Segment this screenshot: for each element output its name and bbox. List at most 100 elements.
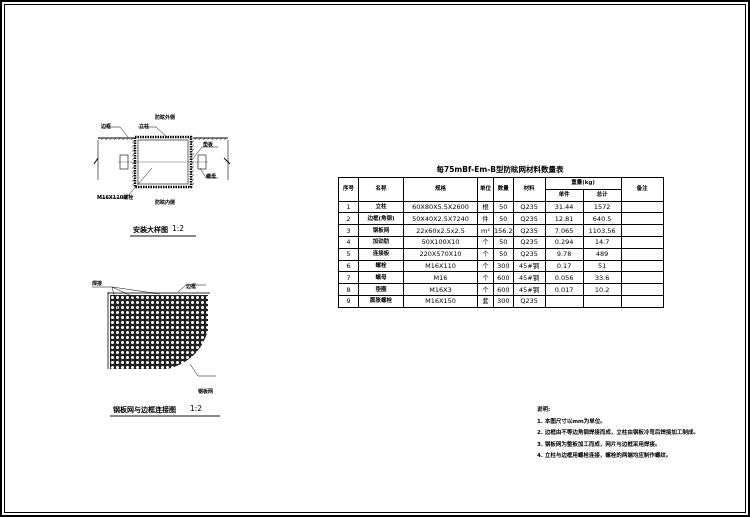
- table-row: 7 螺母 M16 个 600 45#钢 0.056 33.6: [338, 271, 664, 285]
- cell-qty: 50: [493, 212, 514, 226]
- cell-unit-weight: 31.44: [544, 200, 584, 214]
- label-post: 立柱: [139, 124, 150, 130]
- cell-unit-weight: 9.78: [544, 247, 584, 261]
- cell-unit-weight: 0.056: [544, 271, 584, 285]
- cell-material: Q235: [512, 247, 546, 261]
- cell-total: 14.7: [582, 235, 622, 249]
- note-item: 3. 钢板网为整板加工而成，网片与边框采用焊接。: [537, 441, 661, 448]
- cell-remark: [620, 212, 664, 226]
- label-frame: 边框: [101, 124, 112, 130]
- label-weld: 焊接: [92, 281, 103, 287]
- cell-no: 7: [338, 271, 359, 285]
- cell-remark: [620, 224, 664, 237]
- header-spec: 规格: [403, 177, 478, 202]
- cell-qty: 156.2: [493, 224, 514, 237]
- cell-qty: 300: [493, 294, 514, 308]
- label-plate: 垫板: [203, 142, 214, 148]
- cell-name: 钢板网: [358, 224, 404, 237]
- cell-name: 垫圈: [358, 283, 404, 296]
- header-qty: 数量: [493, 177, 514, 202]
- cell-total: 1572: [582, 200, 622, 214]
- cell-unit: m²: [477, 224, 494, 237]
- table-row: 3 钢板网 22x60x2.5x2.5 m² 156.2 Q235 7.065 1103.56: [338, 224, 664, 237]
- cell-remark: [620, 259, 664, 273]
- table-row: 9 膨胀螺栓 M16X150 套 300 Q235: [338, 294, 664, 308]
- cell-name: 螺母: [358, 271, 404, 285]
- cell-qty: 50: [493, 235, 514, 249]
- cell-remark: [620, 294, 664, 308]
- label-nut: 螺母: [206, 174, 217, 180]
- cell-unit-weight: 7.065: [544, 224, 584, 237]
- cell-unit-weight: [544, 294, 584, 308]
- notes-heading: 说明:: [537, 407, 551, 413]
- header-material: 材料: [512, 177, 546, 202]
- cell-remark: [620, 247, 664, 261]
- cell-unit-weight: 0.294: [544, 235, 584, 249]
- label-inner-side: 防眩内侧: [155, 200, 176, 206]
- cell-material: 45#钢: [512, 283, 546, 296]
- cell-total: 1103.56: [582, 224, 622, 237]
- cell-total: 10.2: [582, 283, 622, 296]
- cell-spec: 22x60x2.5x2.5: [403, 224, 478, 237]
- note-item: 2. 边框由不等边角钢焊接而成，立柱由钢板冷弯后焊接加工制成。: [537, 430, 699, 436]
- detail2-title: 钢板网与边框连接图: [113, 406, 176, 414]
- cell-unit: 个: [477, 271, 494, 285]
- table-row: 8 垫圈 M16X3 个 600 45#钢 0.017 10.2: [338, 283, 664, 296]
- cell-no: 4: [338, 235, 359, 249]
- cell-material: Q235: [512, 212, 546, 226]
- cell-spec: 50X100X10: [403, 235, 478, 249]
- cell-name: 连接板: [358, 247, 404, 261]
- cell-remark: [620, 283, 664, 296]
- header-weight: 重量(kg): [544, 177, 622, 190]
- cell-unit: 个: [477, 235, 494, 249]
- cell-unit-weight: 0.17: [544, 259, 584, 273]
- cell-name: 边框(角钢): [358, 212, 404, 226]
- header-no: 序号: [338, 177, 359, 202]
- label-mesh: 钢板网: [198, 389, 214, 395]
- cell-no: 6: [338, 259, 359, 273]
- cell-qty: 600: [493, 271, 514, 285]
- detail1-scale: 1:2: [172, 224, 185, 233]
- table-row: 4 加劲肋 50X100X10 个 50 Q235 0.294 14.7: [338, 235, 664, 249]
- cell-material: Q235: [512, 200, 546, 214]
- cell-material: 45#钢: [512, 259, 546, 273]
- cell-total: [582, 294, 622, 308]
- cell-spec: M16X110: [403, 259, 478, 273]
- cell-remark: [620, 235, 664, 249]
- cell-spec: 50X40X2.5X7240: [403, 212, 478, 226]
- material-quantity-table: 序号 名称 规格 单位 数量 材料 重量(kg) 备注 单件 总计 1 立柱 60X…: [338, 177, 664, 308]
- cell-material: Q235: [512, 294, 546, 308]
- cell-remark: [620, 200, 664, 214]
- notes: 说明: 1. 本图尺寸以mm为单位。 2. 边框由不等边角钢焊接而成，立柱由钢板…: [537, 405, 699, 463]
- installation-detail-drawing: [93, 126, 231, 199]
- cell-qty: 50: [493, 247, 514, 261]
- detail2-scale: 1:2: [190, 404, 203, 413]
- header-remark: 备注: [620, 177, 664, 202]
- cell-no: 8: [338, 283, 359, 296]
- detail2-title-underline: [110, 415, 220, 417]
- cell-spec: M16X3: [403, 283, 478, 296]
- note-item: 1. 本图尺寸以mm为单位。: [537, 418, 606, 425]
- cell-unit: 件: [477, 212, 494, 226]
- note-item: 4. 立柱与边框用螺栓连接，螺栓的两端均应制作螺纹。: [537, 453, 672, 459]
- cell-spec: M16: [403, 271, 478, 285]
- label-mesh-frame: 边框: [186, 284, 197, 290]
- cell-qty: 600: [493, 283, 514, 296]
- cell-material: Q235: [512, 224, 546, 237]
- cell-total: 51: [582, 259, 622, 273]
- header-name: 名称: [358, 177, 404, 202]
- cell-material: 45#钢: [512, 271, 546, 285]
- header-unit: 单位: [477, 177, 494, 202]
- detail1-title: 安装大样图: [133, 226, 168, 234]
- cell-unit: 个: [477, 259, 494, 273]
- cell-name: 膨胀螺栓: [358, 294, 404, 308]
- cell-no: 1: [338, 200, 359, 214]
- label-bolt: M16X110螺栓: [97, 195, 134, 201]
- cell-no: 3: [338, 224, 359, 237]
- mesh-connection-drawing: [92, 284, 216, 377]
- cell-no: 9: [338, 294, 359, 308]
- cell-unit-weight: 0.017: [544, 283, 584, 296]
- table-row: 2 边框(角钢) 50X40X2.5X7240 件 50 Q235 12.81 640.5: [338, 212, 664, 226]
- cell-no: 2: [338, 212, 359, 226]
